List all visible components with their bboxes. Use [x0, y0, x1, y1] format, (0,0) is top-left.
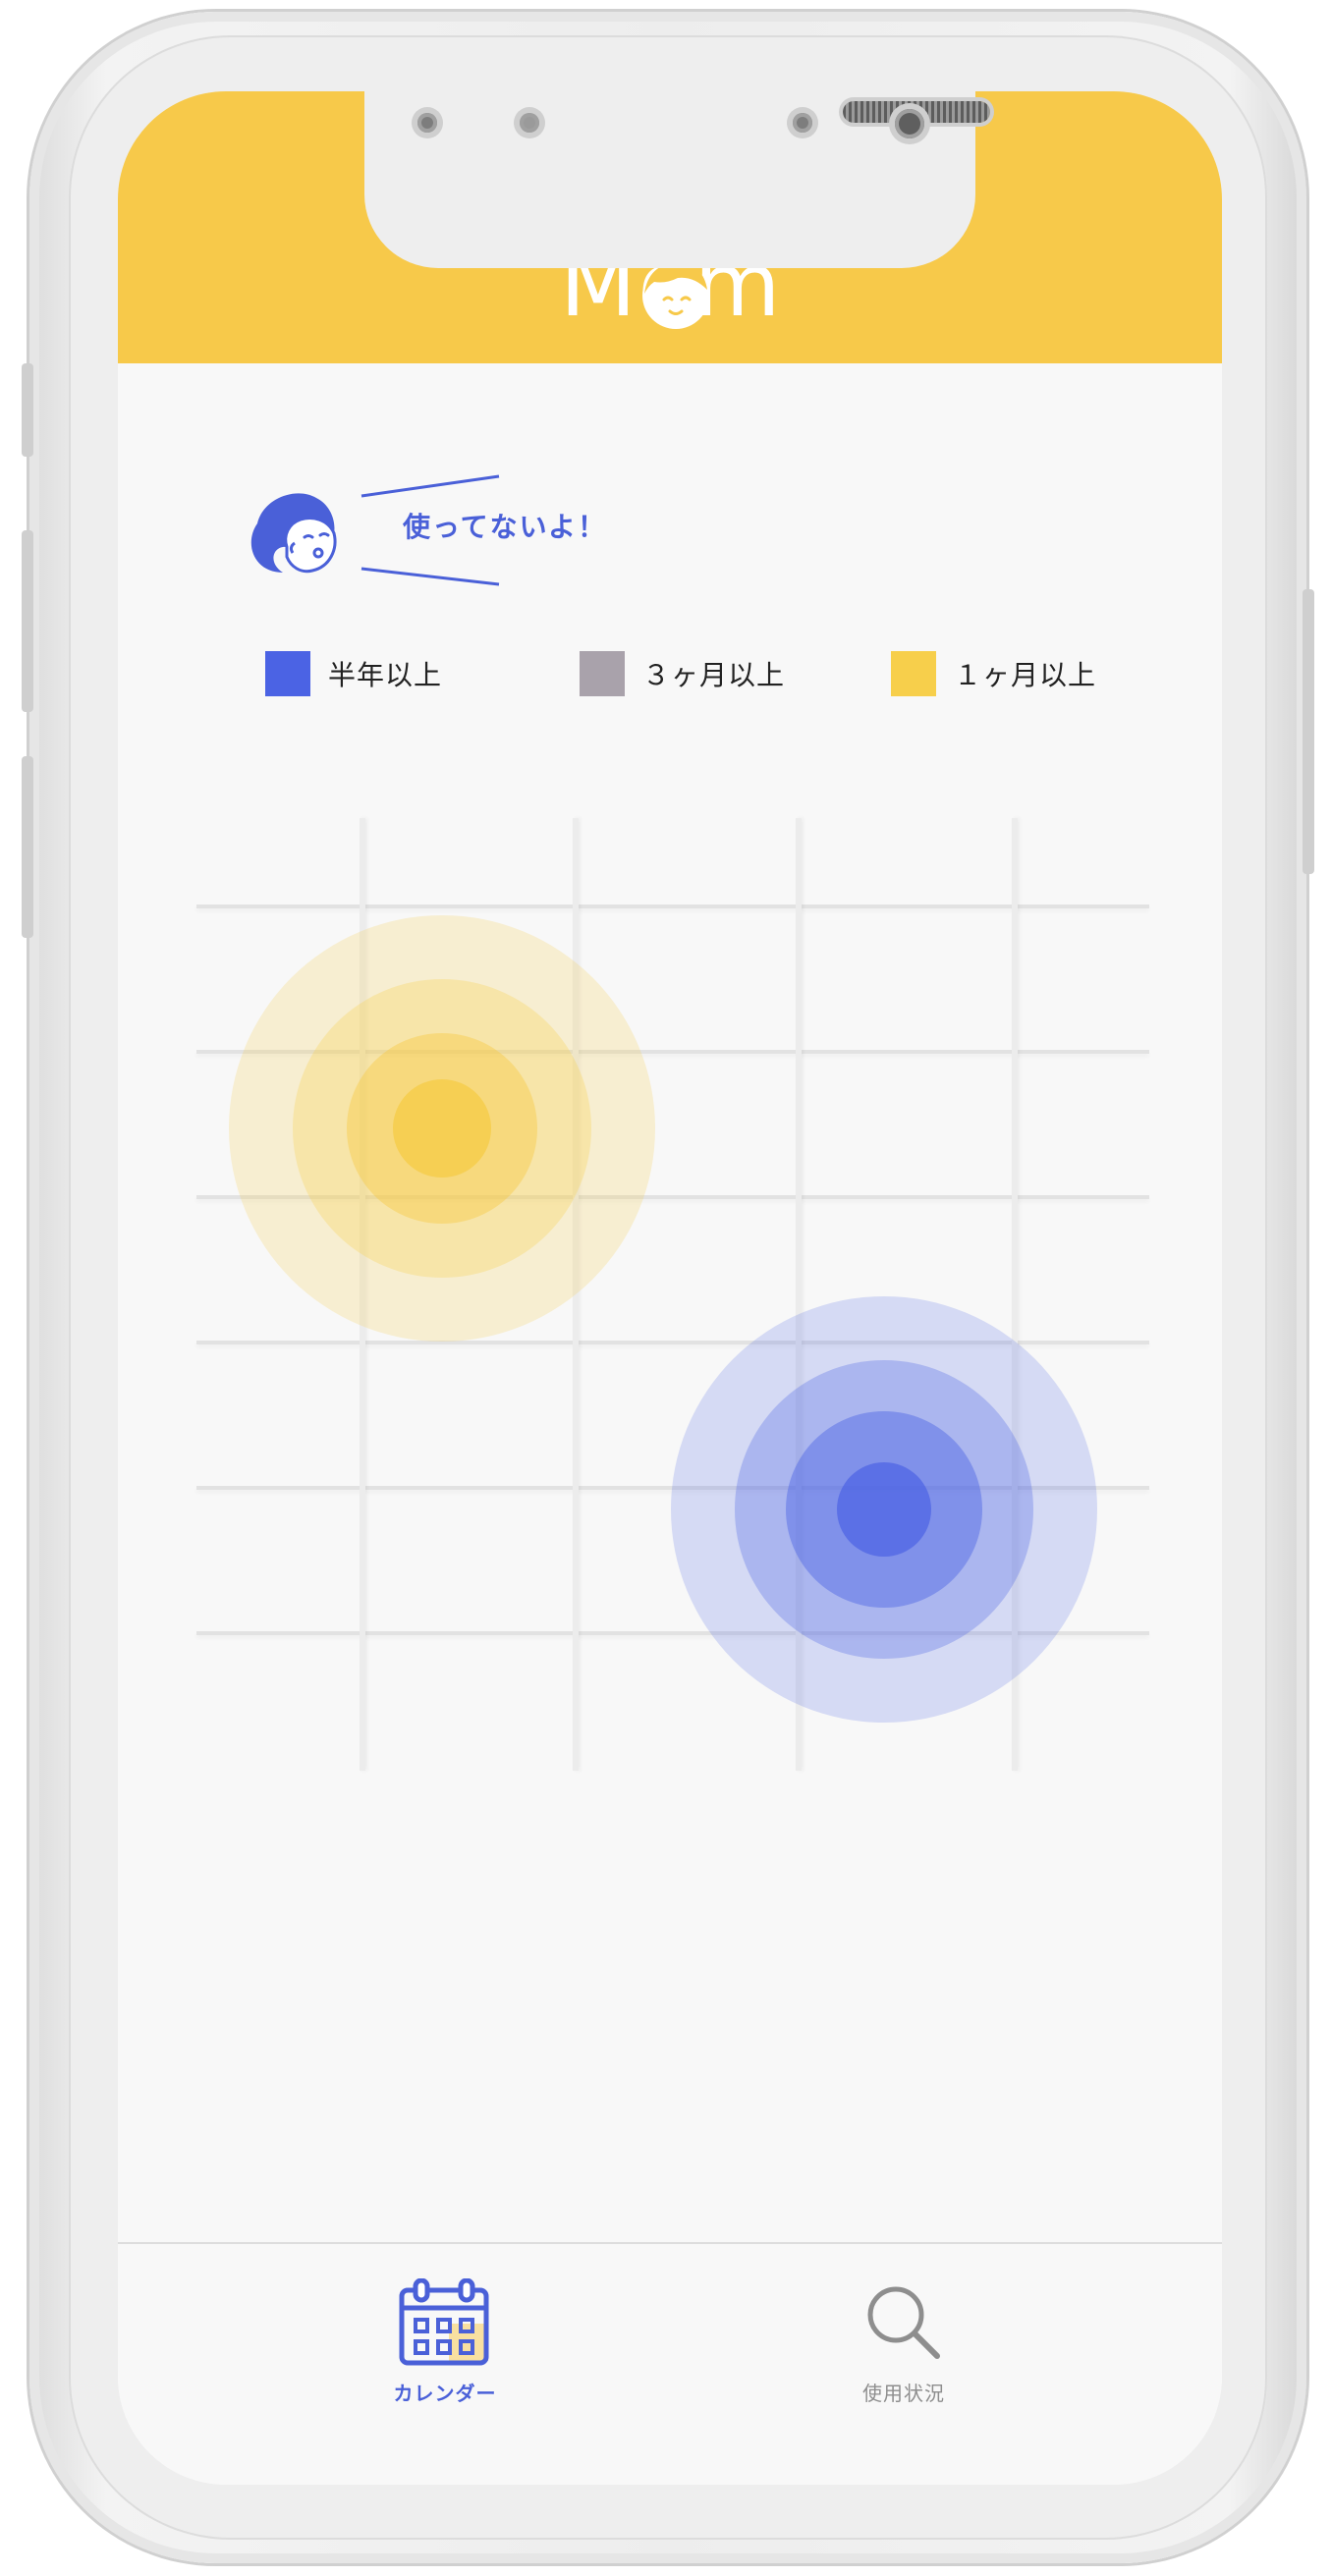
legend-swatch — [580, 651, 625, 696]
side-button-left-3 — [22, 756, 33, 938]
calendar-grid[interactable] — [196, 818, 1149, 1771]
camera-sensor-1 — [417, 113, 437, 133]
grid-line — [196, 904, 1149, 908]
camera-sensor-2 — [520, 113, 539, 133]
bottom-nav: カレンダー 使用状況 — [118, 2242, 1222, 2485]
phone-notch — [364, 91, 975, 268]
message-text: 使ってないよ！ — [403, 506, 607, 545]
calendar-icon — [347, 2274, 543, 2372]
app-screen: Mom ini 使ってないよ！ — [118, 91, 1222, 2485]
legend-label: 半年以上 — [328, 654, 442, 693]
nav-usage[interactable]: 使用状況 — [805, 2274, 1002, 2406]
face-icon — [244, 484, 352, 582]
side-button-left-2 — [22, 530, 33, 712]
search-icon — [805, 2274, 1002, 2372]
legend-label: ３ヶ月以上 — [642, 654, 785, 693]
message-banner: 使ってないよ！ — [244, 474, 597, 592]
legend-item-one-month: １ヶ月以上 — [891, 651, 1096, 696]
legend-item-three-months: ３ヶ月以上 — [580, 651, 785, 696]
usage-ring — [837, 1462, 931, 1557]
nav-label: カレンダー — [347, 2378, 543, 2406]
front-camera — [895, 109, 924, 138]
side-button-right — [1303, 589, 1314, 874]
legend: 半年以上 ３ヶ月以上 １ヶ月以上 — [118, 651, 1222, 696]
usage-ring — [393, 1079, 491, 1178]
legend-label: １ヶ月以上 — [954, 654, 1096, 693]
camera-sensor-3 — [793, 113, 812, 133]
side-button-left-1 — [22, 363, 33, 457]
nav-label: 使用状況 — [805, 2378, 1002, 2406]
legend-swatch — [265, 651, 310, 696]
nav-calendar[interactable]: カレンダー — [347, 2274, 543, 2406]
legend-item-half-year: 半年以上 — [265, 651, 442, 696]
legend-swatch — [891, 651, 936, 696]
